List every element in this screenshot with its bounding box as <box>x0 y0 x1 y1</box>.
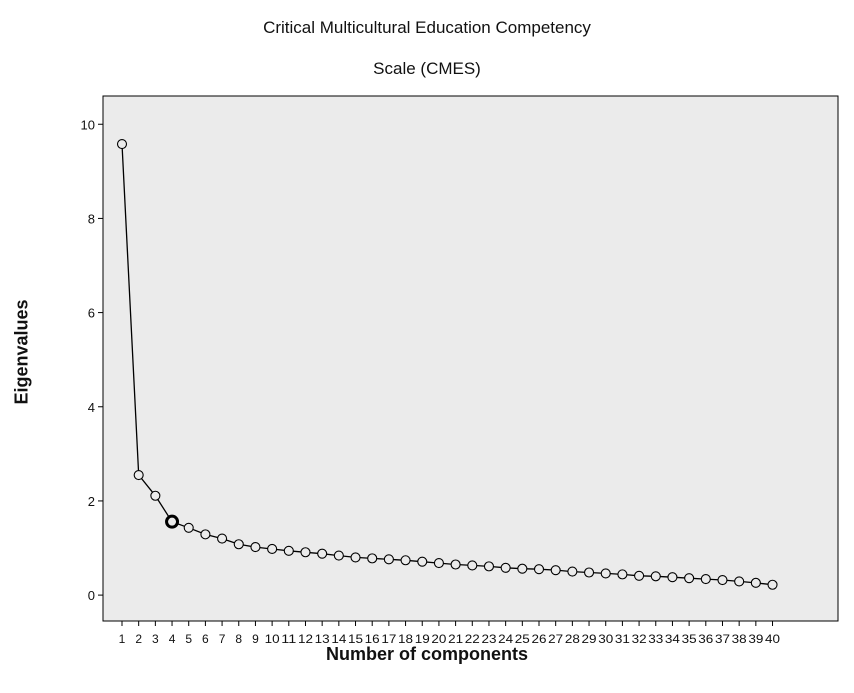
x-tick-label: 9 <box>252 632 259 646</box>
data-point <box>533 564 545 575</box>
data-point <box>500 562 511 573</box>
x-tick-label: 39 <box>748 632 763 646</box>
y-tick-label: 6 <box>88 306 95 321</box>
x-tick-label: 37 <box>715 632 730 646</box>
x-tick-label: 4 <box>169 632 176 646</box>
data-point <box>383 554 394 565</box>
x-tick-label: 27 <box>548 632 563 646</box>
x-tick-label: 40 <box>765 632 780 646</box>
data-point <box>550 565 561 576</box>
data-point <box>400 555 411 566</box>
data-point <box>183 522 194 533</box>
y-tick-label: 8 <box>88 211 95 226</box>
x-tick-label: 1 <box>119 632 126 646</box>
x-tick-label: 10 <box>265 632 280 646</box>
data-point <box>233 539 244 550</box>
x-tick-label: 3 <box>152 632 159 646</box>
x-tick-label: 2 <box>135 632 142 646</box>
data-point <box>300 547 311 558</box>
x-tick-label: 12 <box>298 632 313 646</box>
x-tick-label: 7 <box>219 632 226 646</box>
data-point <box>734 576 745 587</box>
data-point <box>217 533 228 544</box>
x-tick-label: 36 <box>698 632 713 646</box>
x-tick-label: 5 <box>185 632 192 646</box>
x-tick-label: 33 <box>648 632 663 646</box>
x-tick-label: 35 <box>682 632 697 646</box>
y-tick-label: 0 <box>88 588 95 603</box>
data-point <box>767 579 778 590</box>
data-point <box>650 571 661 582</box>
data-point <box>634 570 645 581</box>
x-tick-label: 8 <box>235 632 242 646</box>
plot-area <box>102 95 839 622</box>
x-tick-label: 23 <box>481 632 496 646</box>
x-tick-label: 20 <box>431 632 446 646</box>
data-point <box>116 138 128 150</box>
data-point <box>517 563 528 574</box>
data-point <box>750 577 761 588</box>
data-point <box>483 561 495 572</box>
data-point <box>333 550 344 561</box>
x-tick-label: 31 <box>615 632 630 646</box>
data-point <box>467 560 478 571</box>
x-tick-label: 29 <box>582 632 597 646</box>
data-point <box>684 573 695 584</box>
data-point <box>617 569 628 580</box>
x-tick-label: 19 <box>415 632 430 646</box>
data-point <box>200 529 211 540</box>
data-point <box>317 548 328 559</box>
x-tick-label: 16 <box>365 632 380 646</box>
x-tick-label: 14 <box>331 632 346 646</box>
data-point-highlighted <box>165 514 180 529</box>
x-tick-label: 32 <box>632 632 647 646</box>
series-line <box>121 143 773 586</box>
data-point <box>250 542 261 553</box>
y-axis-label: Eigenvalues <box>11 299 32 405</box>
data-point <box>567 566 578 577</box>
data-point <box>417 556 428 567</box>
data-point <box>717 574 728 586</box>
x-tick-label: 13 <box>315 632 330 646</box>
data-point <box>350 552 361 563</box>
x-tick-label: 38 <box>732 632 747 646</box>
data-point <box>667 572 678 583</box>
data-point <box>150 490 161 501</box>
y-tick-label: 4 <box>88 400 95 415</box>
x-tick-label: 28 <box>565 632 580 646</box>
data-point <box>450 559 461 570</box>
data-point <box>583 567 595 578</box>
x-tick-label: 24 <box>498 632 513 646</box>
data-point <box>367 553 378 564</box>
x-tick-label: 15 <box>348 632 363 646</box>
x-tick-label: 17 <box>381 632 396 646</box>
y-tick-label: 2 <box>88 494 95 509</box>
x-tick-label: 6 <box>202 632 209 646</box>
x-tick-label: 18 <box>398 632 413 646</box>
data-point <box>133 469 144 481</box>
data-point <box>283 545 294 556</box>
x-axis-label: Number of components <box>325 644 528 664</box>
x-tick-label: 11 <box>281 632 296 646</box>
x-tick-label: 22 <box>465 632 480 646</box>
data-point <box>600 568 611 579</box>
chart-title-line-1: Critical Multicultural Education Compete… <box>263 18 591 37</box>
x-tick-label: 26 <box>532 632 547 646</box>
y-tick-label: 10 <box>81 117 95 132</box>
x-tick-label: 34 <box>665 632 680 646</box>
data-point <box>433 558 444 569</box>
x-tick-label: 30 <box>598 632 613 646</box>
x-tick-label: 25 <box>515 632 530 646</box>
data-point <box>700 574 711 585</box>
data-point <box>267 543 278 555</box>
chart-title-line-2: Scale (CMES) <box>373 59 481 78</box>
x-tick-label: 21 <box>448 632 463 646</box>
